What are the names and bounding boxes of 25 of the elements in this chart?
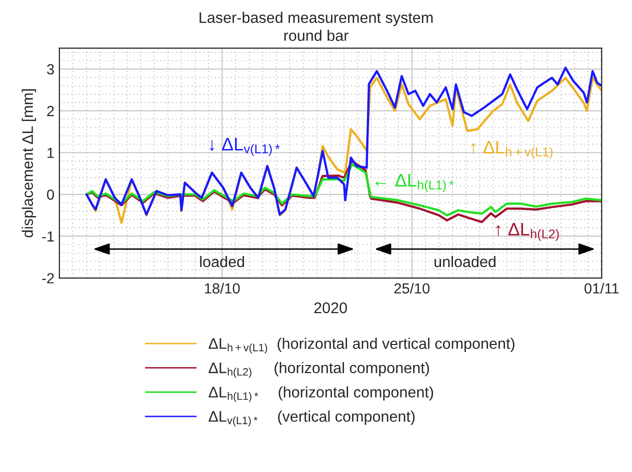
chart-subtitle: round bar: [284, 30, 348, 41]
text: ΔL$_{v(L1)*}$ (vertical component): [208, 410, 415, 426]
annotation: loaded: [200, 256, 244, 268]
y-axis-title: displacement ΔL [mm]: [22, 89, 36, 238]
annotation: ↓ ΔL$_{v(L1)*}$: [210, 138, 280, 156]
legend-label: ΔL$_{h+v(L1)}$ (horizontal and vertical component): [208, 338, 514, 354]
annotation: ↑ ΔL$_{h+v(L1)}$: [471, 140, 552, 159]
y-tick-label: 2: [47, 106, 54, 116]
y-tick-label: 1: [48, 148, 54, 158]
text: ΔL$_{h(L1)*}$ (horizontal component): [208, 386, 434, 402]
annotation: ↑ ΔL$_{h(L2)}$: [496, 223, 559, 241]
x-axis-title: 2020: [314, 302, 347, 314]
x-tick-label: 18/10: [204, 282, 240, 294]
y-tick-label: -1: [42, 231, 54, 242]
x-tick-label: 25/10: [394, 282, 430, 294]
text: ΔL$_{h(L2)}$ (horizontal component): [208, 362, 429, 378]
line-series: [85, 160, 602, 224]
chart-title: Laser-based measurement system: [200, 12, 433, 26]
x-tick-label: 01/11: [584, 282, 619, 294]
line-series: [85, 163, 602, 216]
annotation: unloaded: [434, 256, 496, 268]
y-tick-label: 3: [46, 64, 54, 74]
y-tick-label: -2: [42, 273, 54, 284]
y-tick-label: 0: [47, 190, 54, 200]
annotation: ← ΔL$_{h(L1)*}$: [375, 174, 454, 192]
